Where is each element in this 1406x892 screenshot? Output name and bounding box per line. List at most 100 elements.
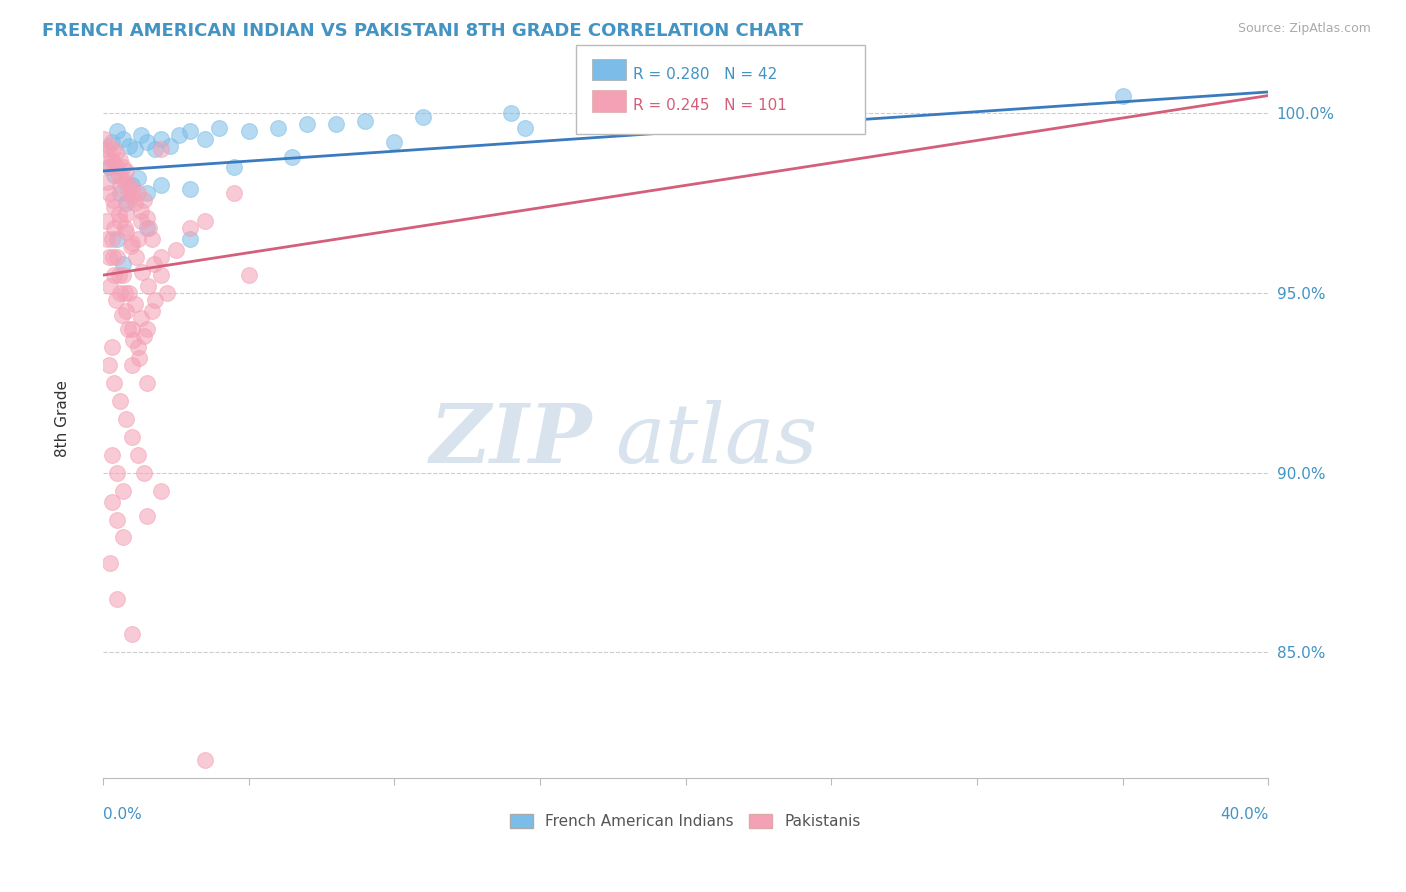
Point <box>121 627 143 641</box>
Point <box>100 135 122 149</box>
Point <box>281 150 304 164</box>
Point <box>121 358 143 372</box>
Text: Source: ZipAtlas.com: Source: ZipAtlas.com <box>1237 22 1371 36</box>
Point <box>118 286 141 301</box>
Point <box>110 178 132 193</box>
Point <box>98 161 121 175</box>
Point <box>412 110 434 124</box>
Point <box>124 297 146 311</box>
Point <box>110 393 132 408</box>
Point <box>115 164 138 178</box>
Point <box>354 113 377 128</box>
Point <box>129 203 152 218</box>
Point <box>115 304 138 318</box>
Point <box>105 232 128 246</box>
Point <box>93 131 115 145</box>
Point <box>499 106 522 120</box>
Point <box>103 157 125 171</box>
Point <box>179 232 201 246</box>
Point <box>135 211 157 225</box>
Point <box>167 128 190 142</box>
Point <box>115 225 138 239</box>
Point <box>143 293 166 308</box>
Point <box>325 117 347 131</box>
Point <box>118 193 141 207</box>
Point <box>238 124 260 138</box>
Point <box>110 286 132 301</box>
Point <box>121 235 143 250</box>
Point <box>111 308 134 322</box>
Point <box>103 376 125 390</box>
Point <box>115 207 138 221</box>
Point <box>115 412 138 426</box>
Point <box>124 143 146 157</box>
Point <box>127 186 149 200</box>
Point <box>104 146 127 161</box>
Point <box>135 221 157 235</box>
Point <box>238 268 260 283</box>
Point <box>136 279 159 293</box>
Point <box>121 178 143 193</box>
Point <box>135 322 157 336</box>
Point <box>100 232 122 246</box>
Point <box>100 448 122 462</box>
Point <box>118 178 141 193</box>
Point <box>108 207 131 221</box>
Point <box>114 175 136 189</box>
Point <box>105 124 128 138</box>
Point <box>179 182 201 196</box>
Point <box>121 322 143 336</box>
Text: 8th Grade: 8th Grade <box>55 380 69 458</box>
Point <box>141 232 163 246</box>
Point <box>112 131 135 145</box>
Point <box>222 161 245 175</box>
Point <box>105 250 128 264</box>
Point <box>127 340 149 354</box>
Point <box>114 221 136 235</box>
Point <box>135 135 157 149</box>
Point <box>150 483 173 498</box>
Point <box>143 143 166 157</box>
Point <box>156 286 179 301</box>
Point <box>114 286 136 301</box>
Point <box>110 153 132 168</box>
Point <box>112 257 135 271</box>
Text: ZIP: ZIP <box>430 401 592 481</box>
Point <box>105 161 128 175</box>
Point <box>127 232 149 246</box>
Point <box>194 131 217 145</box>
Point <box>165 243 187 257</box>
Point <box>100 494 122 508</box>
Point <box>128 351 150 365</box>
Point <box>127 171 149 186</box>
Point <box>97 138 120 153</box>
Text: R = 0.245   N = 101: R = 0.245 N = 101 <box>633 98 786 113</box>
Point <box>150 268 173 283</box>
Point <box>127 448 149 462</box>
Point <box>101 250 124 264</box>
Point <box>179 221 201 235</box>
Point <box>135 376 157 390</box>
Point <box>150 250 173 264</box>
Point <box>97 358 120 372</box>
Point <box>115 196 138 211</box>
Point <box>121 182 143 196</box>
Point <box>98 279 121 293</box>
Point <box>101 143 124 157</box>
Point <box>132 329 155 343</box>
Point <box>129 214 152 228</box>
Point <box>96 150 118 164</box>
Point <box>382 135 405 149</box>
Point <box>129 311 152 326</box>
Point <box>110 186 132 200</box>
Text: 40.0%: 40.0% <box>1220 807 1268 822</box>
Point <box>103 168 125 182</box>
Point <box>112 531 135 545</box>
Text: R = 0.280   N = 42: R = 0.280 N = 42 <box>633 67 778 82</box>
Point <box>94 143 117 157</box>
Point <box>112 161 135 175</box>
Point <box>141 304 163 318</box>
Point <box>120 189 142 203</box>
Point <box>122 333 145 347</box>
Point <box>105 466 128 480</box>
